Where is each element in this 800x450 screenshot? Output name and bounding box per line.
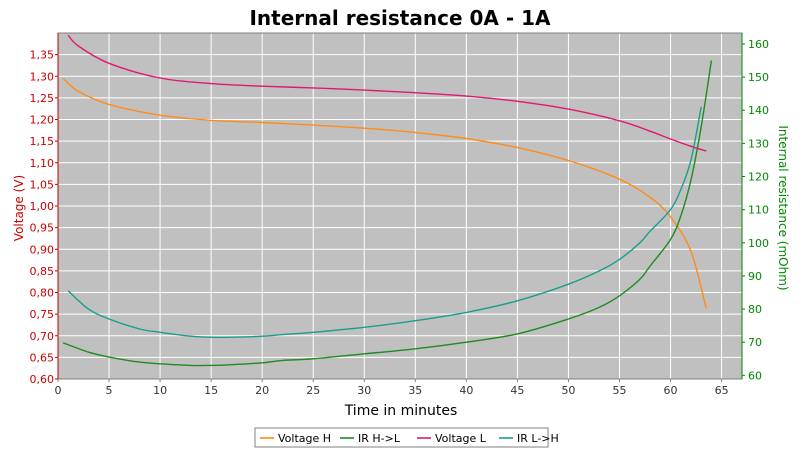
y-left-tick-label: 1,10 bbox=[30, 157, 55, 170]
series-line-voltage-h bbox=[62, 77, 707, 309]
x-tick-label: 40 bbox=[459, 384, 473, 397]
y-right-tick-label: 70 bbox=[748, 336, 762, 349]
y-left-tick-label: 0,65 bbox=[30, 351, 55, 364]
y-right-tick-label: 120 bbox=[748, 171, 769, 184]
series-line-ir-h-l bbox=[62, 60, 713, 367]
legend-label: IR L->H bbox=[517, 432, 559, 445]
legend: Voltage H IR H->L Voltage L IR L->H bbox=[254, 427, 559, 448]
y-right-tick-label: 130 bbox=[748, 137, 769, 150]
y-right-tick-label: 100 bbox=[748, 237, 769, 250]
x-tick-label: 55 bbox=[612, 384, 626, 397]
y-left-tick-label: 1,25 bbox=[30, 92, 55, 105]
y-left-tick-label: 1,00 bbox=[30, 200, 55, 213]
series-line-voltage-l bbox=[67, 34, 707, 152]
x-tick-label: 50 bbox=[561, 384, 575, 397]
x-tick-label: 25 bbox=[306, 384, 320, 397]
y-right-axis: 60 70 80 90 100 110 120 130 140 150 160 bbox=[741, 33, 769, 382]
y-right-axis-label: Internal resistance (mOhm) bbox=[776, 125, 790, 290]
series-lines bbox=[62, 34, 713, 367]
legend-label: IR H->L bbox=[358, 432, 401, 445]
x-tick-label: 20 bbox=[255, 384, 269, 397]
y-right-tick-label: 90 bbox=[748, 270, 762, 283]
x-tick-label: 0 bbox=[55, 384, 62, 397]
x-tick-label: 45 bbox=[510, 384, 524, 397]
x-tick-label: 5 bbox=[106, 384, 113, 397]
y-left-tick-label: 1,05 bbox=[30, 178, 55, 191]
chart-title: Internal resistance 0A - 1A bbox=[249, 6, 551, 30]
y-left-tick-label: 1,20 bbox=[30, 114, 55, 127]
y-left-tick-label: 0,80 bbox=[30, 287, 55, 300]
y-left-tick-label: 0,75 bbox=[30, 308, 55, 321]
x-tick-label: 30 bbox=[357, 384, 371, 397]
y-left-tick-label: 1,15 bbox=[30, 135, 55, 148]
y-left-tick-label: 1,30 bbox=[30, 70, 55, 83]
y-left-axis-label: Voltage (V) bbox=[12, 175, 26, 241]
x-tick-label: 65 bbox=[715, 384, 729, 397]
x-tick-label: 35 bbox=[408, 384, 422, 397]
y-right-tick-label: 60 bbox=[748, 369, 762, 382]
y-right-tick-label: 110 bbox=[748, 204, 769, 217]
y-left-tick-label: 0,90 bbox=[30, 243, 55, 256]
y-right-tick-label: 150 bbox=[748, 71, 769, 84]
legend-label: Voltage L bbox=[435, 432, 487, 445]
x-tick-label: 60 bbox=[664, 384, 678, 397]
y-left-tick-label: 0,85 bbox=[30, 265, 55, 278]
x-axis-label: Time in minutes bbox=[344, 403, 458, 419]
y-right-tick-label: 140 bbox=[748, 104, 769, 117]
x-tick-label: 15 bbox=[204, 384, 218, 397]
y-left-axis: 0,60 0,65 0,70 0,75 0,80 0,85 0,90 0,95 1,00 1,05… bbox=[30, 33, 59, 386]
series-line-ir-l-h bbox=[67, 106, 702, 339]
legend-label: Voltage H bbox=[278, 432, 331, 445]
y-left-tick-label: 0,70 bbox=[30, 330, 55, 343]
x-axis: 0 5 10 15 20 25 30 35 40 45 50 55 60 65 bbox=[55, 379, 729, 397]
y-left-tick-label: 0,60 bbox=[30, 373, 55, 386]
x-tick-label: 10 bbox=[153, 384, 167, 397]
legend-box bbox=[254, 427, 549, 448]
y-right-tick-label: 160 bbox=[748, 38, 769, 51]
y-right-tick-label: 80 bbox=[748, 303, 762, 316]
y-left-tick-label: 1,35 bbox=[30, 49, 55, 62]
y-left-tick-label: 0,95 bbox=[30, 222, 55, 235]
